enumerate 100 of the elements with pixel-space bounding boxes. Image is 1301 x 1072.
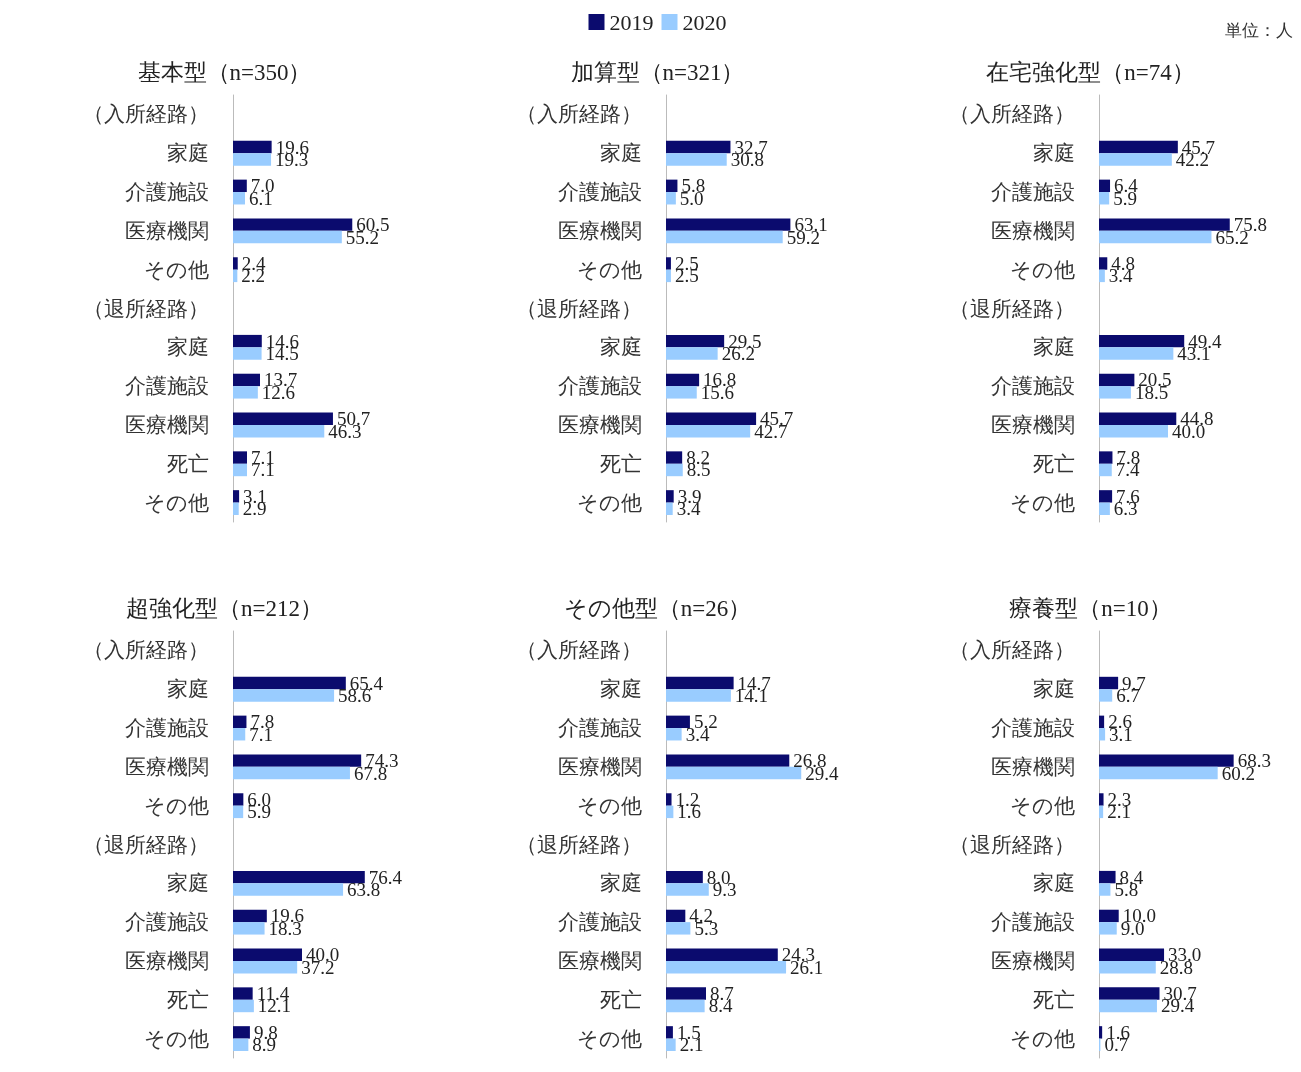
- y-tick-label: 医療機関: [125, 412, 209, 437]
- bar: [233, 412, 333, 425]
- y-tick-label: （退所経路）: [83, 296, 209, 321]
- y-tick-label: 家庭: [600, 871, 642, 896]
- y-tick-label: 介護施設: [558, 716, 642, 741]
- y-tick-label: その他: [144, 1026, 209, 1051]
- y-tick-label: 死亡: [167, 987, 209, 1012]
- bar: [1099, 347, 1174, 360]
- bar: [666, 502, 673, 516]
- chart-title: 超強化型（n=212）: [126, 596, 323, 621]
- y-tick-label: 死亡: [600, 451, 642, 476]
- bar: [1099, 754, 1234, 767]
- bar: [666, 269, 671, 283]
- bar: [233, 766, 350, 780]
- y-tick-label: 死亡: [1033, 451, 1075, 476]
- bar: [1099, 463, 1112, 477]
- bar: [666, 766, 802, 780]
- y-tick-label: 介護施設: [991, 374, 1075, 399]
- y-tick-label: 家庭: [167, 677, 209, 702]
- bar: [233, 386, 258, 399]
- bar: [666, 728, 682, 741]
- bar: [233, 987, 253, 1000]
- y-tick-label: 介護施設: [558, 374, 642, 399]
- bar: [1099, 412, 1177, 425]
- bar: [233, 960, 298, 974]
- y-tick-label: 家庭: [167, 335, 209, 360]
- y-tick-label: 介護施設: [558, 180, 642, 205]
- y-tick-label: 家庭: [167, 871, 209, 896]
- bar: [1099, 805, 1104, 819]
- bar: [1099, 269, 1105, 283]
- y-tick-label: その他: [1010, 257, 1075, 282]
- bar: [666, 754, 790, 767]
- bar: [666, 424, 751, 438]
- bar: [1099, 883, 1111, 896]
- y-tick-label: その他: [577, 793, 642, 818]
- y-tick-label: 死亡: [600, 987, 642, 1012]
- bar: [233, 218, 353, 231]
- bar: [1099, 502, 1110, 516]
- bar: [233, 676, 346, 690]
- text: 単位：人: [1225, 21, 1293, 40]
- bar: [233, 922, 265, 935]
- bar: [666, 412, 757, 425]
- y-tick-label: 医療機関: [125, 218, 209, 243]
- bar: [1099, 766, 1218, 780]
- y-tick-label: 介護施設: [125, 374, 209, 399]
- bar: [666, 192, 676, 205]
- y-tick-label: 医療機関: [558, 412, 642, 437]
- bar: [666, 257, 671, 270]
- bar: [666, 689, 731, 702]
- bar: [233, 334, 262, 348]
- y-tick-label: 死亡: [167, 451, 209, 476]
- y-tick-label: 家庭: [600, 335, 642, 360]
- bar: [1099, 257, 1108, 270]
- y-tick-label: その他: [144, 257, 209, 282]
- y-tick-label: その他: [1010, 490, 1075, 515]
- bar: [1099, 153, 1172, 166]
- bar: [1099, 999, 1157, 1013]
- bar: [233, 230, 342, 244]
- bar: [1099, 230, 1212, 244]
- bar: [233, 257, 238, 270]
- bar: [233, 754, 362, 767]
- legend-label: 2020: [682, 9, 727, 35]
- y-tick-label: 家庭: [1033, 335, 1075, 360]
- bar: [666, 805, 674, 819]
- y-tick-label: 介護施設: [125, 180, 209, 205]
- bar: [666, 870, 703, 884]
- y-tick-label: 家庭: [600, 141, 642, 166]
- bar: [233, 948, 302, 961]
- bar: [666, 960, 787, 974]
- y-tick-label: （退所経路）: [516, 832, 642, 857]
- y-tick-label: （入所経路）: [83, 102, 209, 127]
- bar: [666, 1038, 676, 1052]
- bar: [666, 140, 731, 154]
- y-tick-label: （入所経路）: [516, 638, 642, 663]
- bar: [233, 793, 244, 806]
- legend-label: 2019: [609, 9, 654, 35]
- chart-title: 基本型（n=350）: [137, 60, 312, 85]
- chart-title: 在宅強化型（n=74）: [986, 60, 1195, 85]
- bar: [233, 490, 240, 503]
- y-tick-label: （入所経路）: [949, 102, 1075, 127]
- bar: [233, 179, 247, 193]
- bar: [233, 153, 272, 166]
- bar: [666, 1026, 673, 1039]
- y-tick-label: 介護施設: [991, 716, 1075, 741]
- y-tick-label: （入所経路）: [83, 638, 209, 663]
- bar: [1099, 960, 1156, 974]
- bar: [233, 870, 365, 884]
- bar: [1099, 948, 1165, 961]
- bar: [1099, 1026, 1103, 1039]
- bar: [233, 502, 239, 516]
- y-tick-label: 介護施設: [125, 910, 209, 935]
- bar: [1099, 424, 1168, 438]
- y-tick-label: （退所経路）: [949, 832, 1075, 857]
- y-tick-label: （退所経路）: [516, 296, 642, 321]
- bar: [233, 728, 246, 741]
- y-tick-label: 家庭: [167, 141, 209, 166]
- bar: [666, 373, 700, 387]
- bar: [1099, 140, 1178, 154]
- bar: [1099, 218, 1230, 231]
- bar: [233, 463, 247, 477]
